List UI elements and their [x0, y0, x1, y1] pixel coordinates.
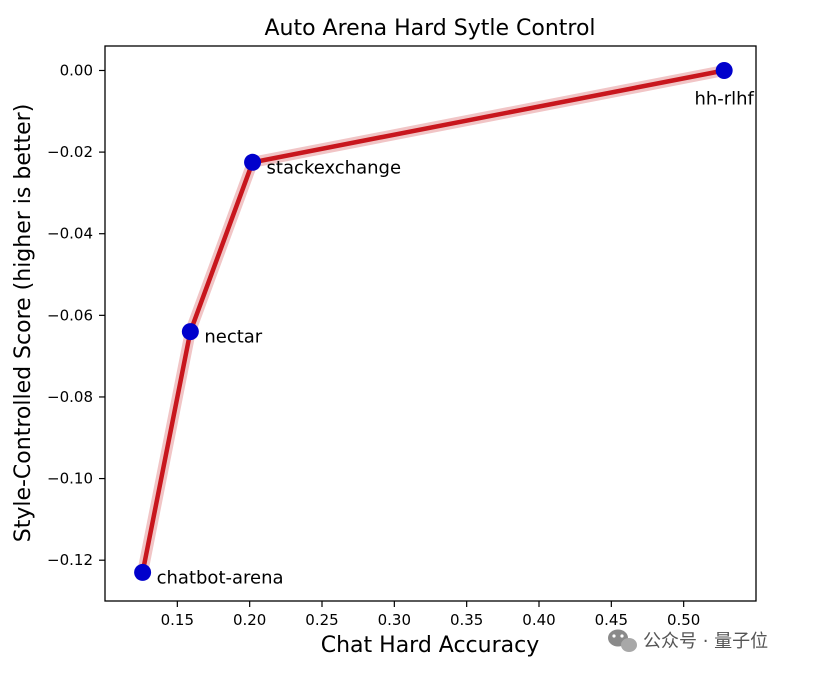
- watermark: 公众号 · 量子位: [608, 629, 768, 652]
- point-labels: chatbot-arena nectar stackexchange hh-rlhf: [157, 88, 755, 588]
- y-tick-label: 0.00: [60, 61, 93, 79]
- y-tick-label: −0.10: [47, 470, 93, 488]
- data-point-hh-rlhf: [715, 61, 733, 79]
- point-label-chatbot-arena: chatbot-arena: [157, 567, 284, 588]
- series-line-glow: [137, 64, 730, 578]
- y-tick-label: −0.08: [47, 388, 93, 406]
- point-label-nectar: nectar: [204, 327, 262, 348]
- y-tick-label: −0.02: [47, 143, 93, 161]
- x-tick-label: 0.15: [161, 611, 194, 629]
- x-tick-label: 0.50: [667, 611, 700, 629]
- x-tick-label: 0.25: [305, 611, 338, 629]
- chart-title: Auto Arena Hard Sytle Control: [264, 16, 595, 41]
- point-label-hh-rlhf: hh-rlhf: [694, 88, 754, 109]
- watermark-text: 公众号 · 量子位: [643, 631, 768, 652]
- x-tick-label: 0.35: [450, 611, 483, 629]
- wechat-icon: [608, 629, 637, 652]
- x-tick-label: 0.30: [378, 611, 411, 629]
- x-tick-label: 0.20: [233, 611, 266, 629]
- y-tick-label: −0.12: [47, 551, 93, 569]
- plot-frame: [104, 45, 757, 602]
- series-line: [140, 68, 727, 575]
- series: [134, 61, 733, 581]
- x-tick-label: 0.40: [522, 611, 555, 629]
- x-axis-title: Chat Hard Accuracy: [321, 633, 540, 658]
- x-axis: 0.15 0.20 0.25 0.30 0.35 0.40 0.45 0.50: [161, 601, 700, 629]
- data-point-chatbot-arena: [134, 563, 152, 581]
- y-axis: 0.00 −0.02 −0.04 −0.06 −0.08 −0.10 −0.12: [47, 61, 105, 569]
- point-label-stackexchange: stackexchange: [267, 157, 401, 178]
- data-point-nectar: [181, 323, 199, 341]
- y-tick-label: −0.06: [47, 306, 93, 324]
- y-axis-title: Style-Controlled Score (higher is better…: [11, 104, 36, 543]
- data-point-stackexchange: [244, 153, 262, 171]
- y-tick-label: −0.04: [47, 225, 93, 243]
- x-tick-label: 0.45: [595, 611, 628, 629]
